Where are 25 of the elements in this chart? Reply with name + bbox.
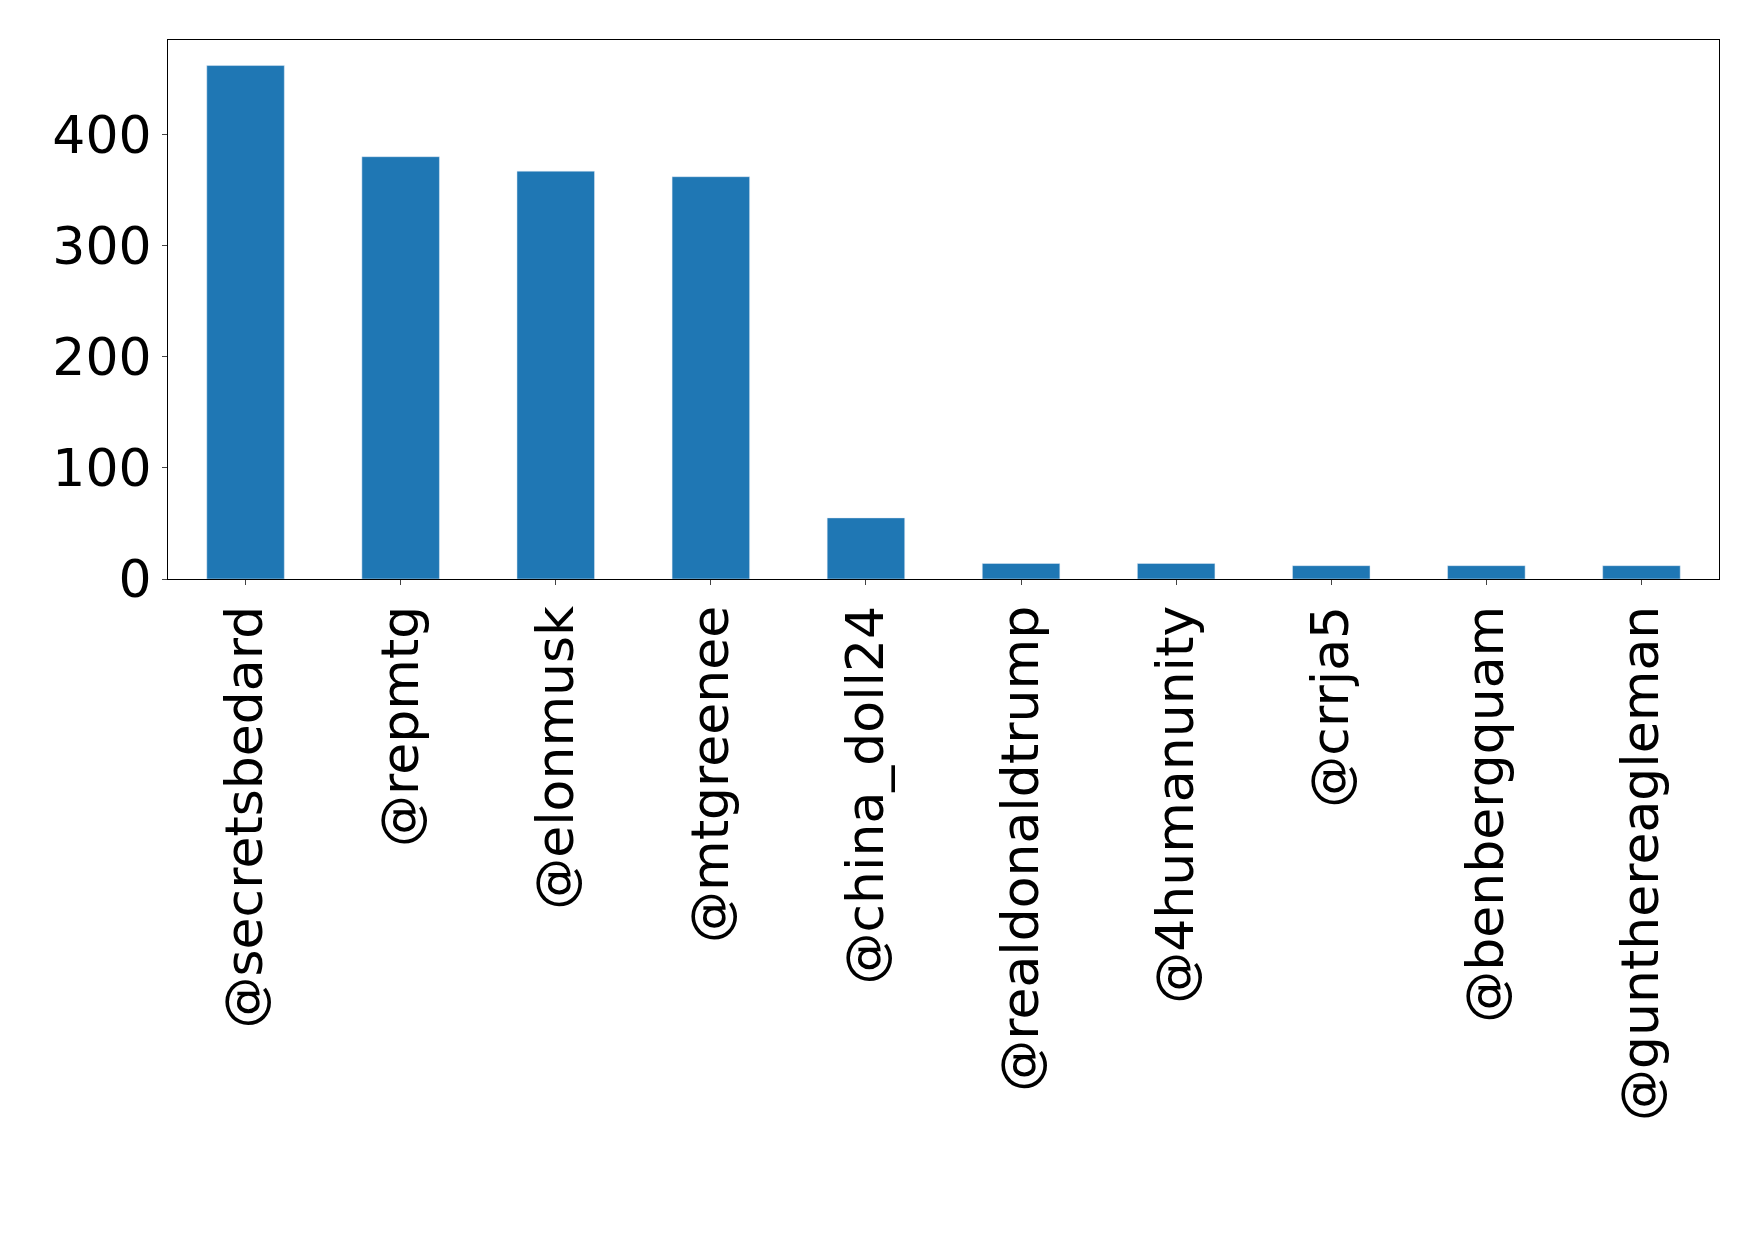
y-tick-label: 100	[52, 438, 152, 499]
y-tick-label: 200	[52, 326, 152, 387]
bar	[206, 65, 285, 579]
x-tick-label: @gunthereagleman	[1610, 605, 1671, 1122]
x-tick-label: @china_doll24	[834, 605, 895, 985]
x-tick-label: @elonmusk	[524, 605, 585, 910]
bar	[516, 170, 595, 579]
bar	[1137, 563, 1216, 579]
bar	[1602, 565, 1681, 579]
x-tick-label: @4humanunity	[1145, 605, 1206, 1004]
bar	[1447, 565, 1526, 579]
y-tick-label: 300	[52, 215, 152, 276]
bar	[826, 517, 905, 579]
bar	[361, 156, 440, 579]
x-tick-label: @mtgreenee	[679, 605, 740, 944]
y-tick-label: 400	[52, 104, 152, 165]
x-tick-label: @realdonaldtrump	[989, 605, 1050, 1092]
bar	[671, 176, 750, 579]
bar	[982, 563, 1061, 579]
x-tick-label: @benbergquam	[1455, 605, 1516, 1023]
x-tick-label: @secretsbedard	[214, 605, 275, 1029]
x-tick-label: @crrja5	[1300, 605, 1361, 808]
y-tick-label: 0	[118, 549, 152, 610]
x-tick-label: @repmtg	[369, 605, 430, 848]
bar	[1292, 565, 1371, 579]
